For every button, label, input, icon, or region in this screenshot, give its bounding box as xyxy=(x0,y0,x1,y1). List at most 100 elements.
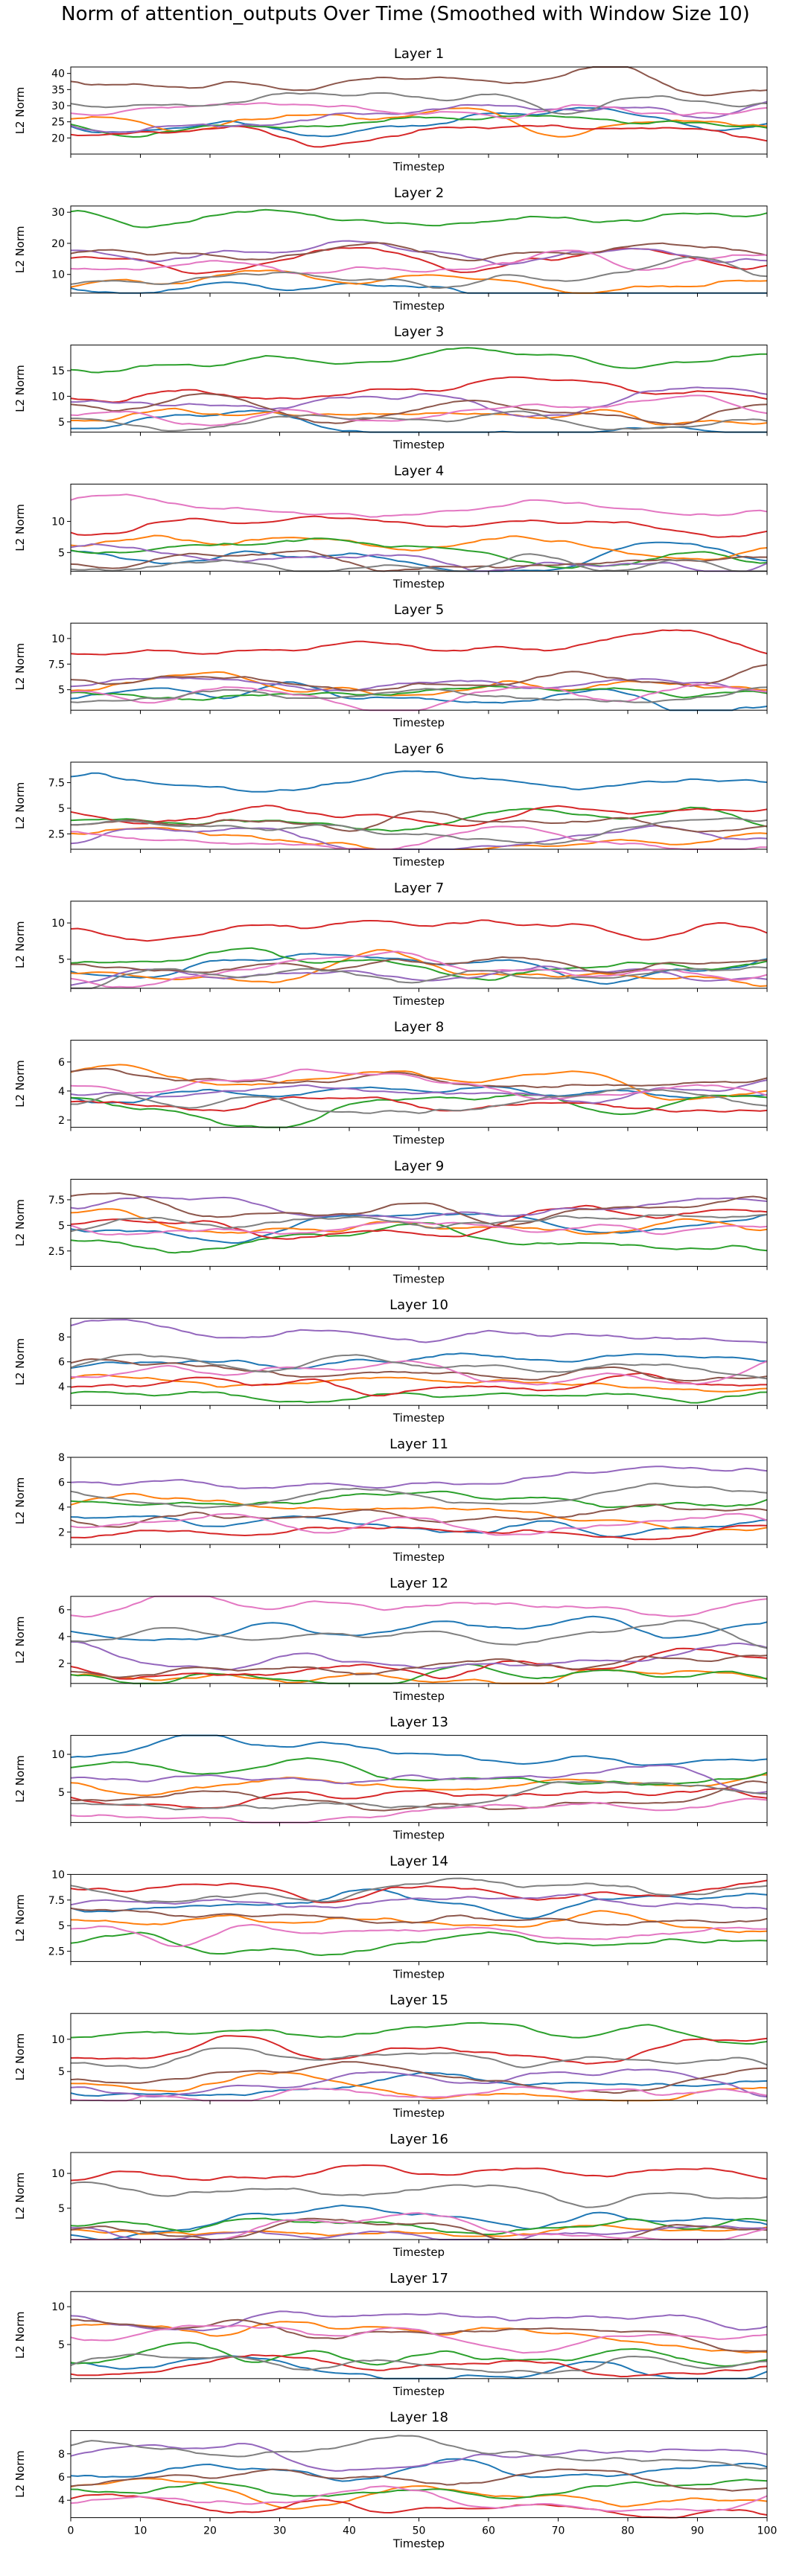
series-line xyxy=(70,1213,768,1233)
series-line xyxy=(70,2353,768,2378)
y-axis-label: L2 Norm xyxy=(13,2033,27,2081)
series-line xyxy=(70,269,768,294)
y-tick-label: 4 xyxy=(58,1381,65,1393)
x-tick-label: 30 xyxy=(273,2525,287,2537)
x-tick-label: 80 xyxy=(621,2525,635,2537)
x-tick-label: 70 xyxy=(552,2525,565,2537)
series-line xyxy=(70,550,768,572)
axes-frame xyxy=(70,901,768,989)
x-tick-label: 100 xyxy=(757,2525,777,2537)
series-line xyxy=(70,553,767,572)
y-axis-label: L2 Norm xyxy=(13,2450,27,2498)
y-tick-label: 4 xyxy=(58,2495,65,2507)
series-line xyxy=(70,1220,768,1236)
series-line xyxy=(70,629,768,656)
series-line xyxy=(70,1373,768,1393)
y-tick-label: 2 xyxy=(58,1658,65,1670)
series-line xyxy=(70,2458,768,2482)
series-line xyxy=(70,347,768,374)
y-axis-label: L2 Norm xyxy=(13,643,27,691)
x-axis-label: Timestep xyxy=(392,994,445,1008)
y-tick-label: 8 xyxy=(58,2449,65,2461)
y-tick-label: 8 xyxy=(58,1332,65,1343)
y-tick-label: 2 xyxy=(58,1115,65,1127)
series-line xyxy=(70,1893,768,1910)
series-line xyxy=(70,249,768,275)
series-line xyxy=(70,1372,767,1397)
subplot-title: Layer 5 xyxy=(394,602,444,618)
x-tick-label: 20 xyxy=(203,2525,217,2537)
y-tick-label: 30 xyxy=(51,207,65,219)
series-line xyxy=(70,1358,768,1382)
y-tick-label: 6 xyxy=(58,1477,65,1489)
subplot-title: Layer 11 xyxy=(389,1436,448,1452)
series-line xyxy=(70,541,768,572)
y-tick-label: 5 xyxy=(58,1920,65,1932)
y-tick-label: 7.5 xyxy=(48,778,65,790)
series-line xyxy=(70,2493,768,2519)
subplot-title: Layer 14 xyxy=(389,1853,448,1869)
y-axis-label: L2 Norm xyxy=(13,1060,27,1108)
x-axis-label: Timestep xyxy=(392,1829,445,1842)
x-tick-label: 60 xyxy=(482,2525,495,2537)
subplot-title: Layer 12 xyxy=(389,1576,448,1591)
x-axis-label: Timestep xyxy=(392,2385,445,2398)
y-tick-label: 40 xyxy=(51,68,65,80)
y-axis-label: L2 Norm xyxy=(13,1617,27,1664)
series-line xyxy=(70,2164,768,2182)
series-line xyxy=(70,2224,768,2237)
y-axis-label: L2 Norm xyxy=(13,504,27,552)
series-line xyxy=(70,1466,768,1489)
series-line xyxy=(70,919,768,942)
series-line xyxy=(70,2071,768,2097)
x-axis-label: Timestep xyxy=(392,855,445,869)
x-axis-label: Timestep xyxy=(392,1134,445,1147)
series-line xyxy=(70,2342,768,2368)
y-axis-label: L2 Norm xyxy=(13,87,27,135)
series-line xyxy=(70,115,768,138)
series-line xyxy=(70,534,768,560)
series-line xyxy=(70,1647,768,1680)
series-line xyxy=(70,1492,768,1532)
subplot-title: Layer 8 xyxy=(394,1020,444,1035)
series-line xyxy=(70,2435,768,2470)
series-line xyxy=(70,1096,768,1113)
series-line xyxy=(70,681,768,712)
series-line xyxy=(70,947,768,981)
subplot-title: Layer 3 xyxy=(394,325,444,340)
x-tick-label: 10 xyxy=(134,2525,147,2537)
series-line xyxy=(70,1879,768,1904)
axes-frame xyxy=(70,1596,768,1684)
y-tick-label: 10 xyxy=(51,633,65,645)
y-tick-label: 10 xyxy=(51,2301,65,2313)
series-line xyxy=(70,106,768,138)
series-line xyxy=(70,543,768,572)
subplot-title: Layer 2 xyxy=(394,185,444,201)
y-tick-label: 2.5 xyxy=(48,1946,65,1958)
series-line xyxy=(70,2068,768,2098)
y-tick-label: 25 xyxy=(51,117,65,129)
series-line xyxy=(70,1620,768,1649)
series-line xyxy=(70,1641,768,1671)
series-line xyxy=(70,1093,768,1128)
series-line xyxy=(70,1192,768,1227)
series-line xyxy=(70,1524,768,1541)
y-tick-label: 20 xyxy=(51,132,65,144)
series-line xyxy=(70,208,768,228)
series-line xyxy=(70,376,768,403)
series-line xyxy=(70,1788,768,1809)
y-axis-label: L2 Norm xyxy=(13,1755,27,1803)
y-axis-label: L2 Norm xyxy=(13,1477,27,1525)
series-line xyxy=(70,2485,768,2512)
series-line xyxy=(70,2035,768,2065)
series-line xyxy=(70,1085,768,1104)
series-line xyxy=(70,2478,768,2511)
series-line xyxy=(70,124,768,148)
series-line xyxy=(70,92,768,115)
axes-frame xyxy=(70,761,768,850)
series-line xyxy=(70,2181,768,2208)
x-axis-label: Timestep xyxy=(392,2106,445,2120)
x-axis-label: Timestep xyxy=(392,160,445,173)
axes-frame xyxy=(70,483,768,572)
